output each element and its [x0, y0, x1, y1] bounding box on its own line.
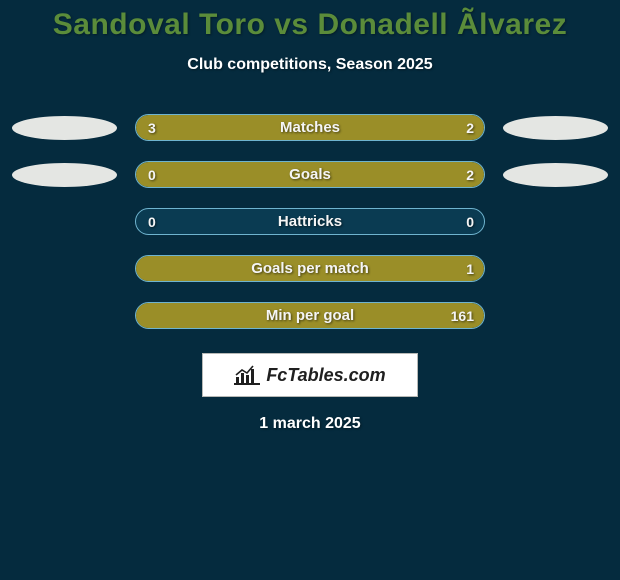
stat-right-value: 161	[451, 303, 474, 328]
stat-bar: 3 Matches 2	[135, 114, 485, 141]
stat-label: Matches	[136, 115, 484, 140]
team-badge-left	[12, 116, 117, 140]
stat-right-value: 2	[466, 115, 474, 140]
badge-spacer	[12, 257, 117, 281]
stat-bar: 0 Hattricks 0	[135, 208, 485, 235]
badge-spacer	[12, 210, 117, 234]
stat-bar: Min per goal 161	[135, 302, 485, 329]
stat-label: Min per goal	[136, 303, 484, 328]
page-subtitle: Club competitions, Season 2025	[0, 56, 620, 74]
stat-row: 0 Hattricks 0	[0, 208, 620, 235]
site-logo: FcTables.com	[202, 353, 418, 397]
badge-spacer	[503, 304, 608, 328]
stat-row: 3 Matches 2	[0, 114, 620, 141]
footer-date: 1 march 2025	[0, 415, 620, 433]
stat-label: Hattricks	[136, 209, 484, 234]
team-badge-left	[12, 163, 117, 187]
comparison-card: Sandoval Toro vs Donadell Ãlvarez Club c…	[0, 0, 620, 580]
site-logo-text: FcTables.com	[266, 365, 385, 386]
stat-rows: 3 Matches 2 0 Goals 2 0 Hattri	[0, 114, 620, 329]
stat-right-value: 0	[466, 209, 474, 234]
stat-bar: Goals per match 1	[135, 255, 485, 282]
stat-label: Goals	[136, 162, 484, 187]
stat-right-value: 2	[466, 162, 474, 187]
stat-row: Min per goal 161	[0, 302, 620, 329]
badge-spacer	[503, 210, 608, 234]
team-badge-right	[503, 116, 608, 140]
team-badge-right	[503, 163, 608, 187]
badge-spacer	[12, 304, 117, 328]
badge-spacer	[503, 257, 608, 281]
stat-right-value: 1	[466, 256, 474, 281]
page-title: Sandoval Toro vs Donadell Ãlvarez	[0, 0, 620, 42]
barchart-icon	[234, 365, 260, 385]
stat-row: 0 Goals 2	[0, 161, 620, 188]
stat-label: Goals per match	[136, 256, 484, 281]
stat-row: Goals per match 1	[0, 255, 620, 282]
stat-bar: 0 Goals 2	[135, 161, 485, 188]
